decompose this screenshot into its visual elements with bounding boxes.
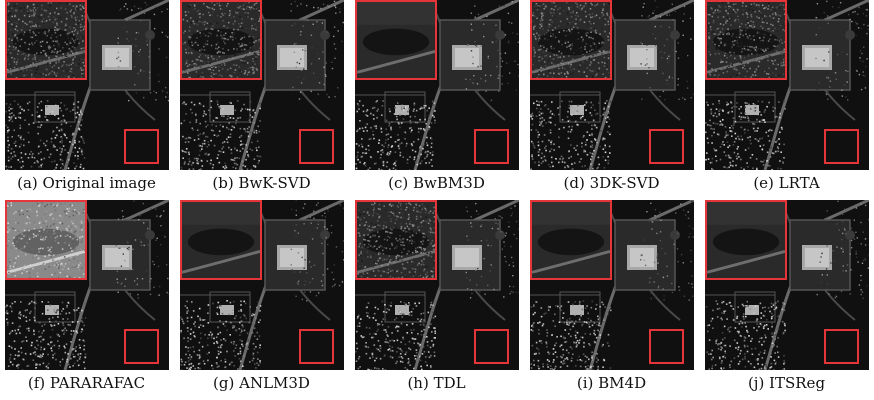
zoom-inset (180, 0, 262, 80)
roi-box (649, 329, 684, 364)
roi-box (299, 329, 334, 364)
denoised-image (355, 200, 519, 370)
figure-panel: (d) 3DK-SVD (525, 0, 698, 192)
aerial-scene (705, 200, 869, 370)
panel-caption: (g) ANLM3D (213, 374, 310, 392)
figure-panel: (j) ITSReg (700, 200, 873, 392)
zoom-inset (355, 0, 437, 80)
zoom-inset (705, 200, 787, 280)
panel-caption: (h) TDL (407, 374, 466, 392)
zoom-inset (705, 0, 787, 80)
zoom-inset-image (357, 2, 435, 78)
figure-panel: (b) BwK-SVD (175, 0, 348, 192)
panel-caption: (f) PARARAFAC (27, 374, 146, 392)
figure-panel: (a) Original image (0, 0, 173, 192)
panel-caption: (j) ITSReg (747, 374, 826, 392)
denoised-image (5, 200, 169, 370)
denoised-image (530, 0, 694, 170)
zoom-inset-image (182, 202, 260, 278)
zoom-inset-image (7, 2, 85, 78)
figure-panel: (i) BM4D (525, 200, 698, 392)
aerial-scene (180, 0, 344, 170)
aerial-scene (705, 0, 869, 170)
aerial-scene (5, 0, 169, 170)
roi-box (824, 129, 859, 164)
figure-panel: (g) ANLM3D (175, 200, 348, 392)
denoised-image (705, 200, 869, 370)
roi-box (649, 129, 684, 164)
zoom-inset-image (182, 2, 260, 78)
zoom-inset-image (707, 2, 785, 78)
zoom-inset (5, 0, 87, 80)
roi-box (124, 329, 159, 364)
aerial-scene (355, 0, 519, 170)
panel-caption: (i) BM4D (576, 374, 647, 392)
zoom-inset-image (7, 202, 85, 278)
zoom-inset (180, 200, 262, 280)
denoised-image (180, 200, 344, 370)
panel-caption: (d) 3DK-SVD (563, 174, 660, 192)
figure-panel: (c) BwBM3D (350, 0, 523, 192)
denoised-image (5, 0, 169, 170)
roi-box (474, 129, 509, 164)
denoised-image (530, 200, 694, 370)
panel-caption: (c) BwBM3D (388, 174, 485, 192)
roi-box (824, 329, 859, 364)
zoom-inset-image (357, 202, 435, 278)
zoom-inset (355, 200, 437, 280)
panel-caption: (a) Original image (17, 174, 156, 192)
denoised-image (180, 0, 344, 170)
roi-box (124, 129, 159, 164)
panel-caption: (b) BwK-SVD (212, 174, 311, 192)
roi-box (474, 329, 509, 364)
zoom-inset-image (532, 2, 610, 78)
roi-box (299, 129, 334, 164)
aerial-scene (180, 200, 344, 370)
figure-panel: (f) PARARAFAC (0, 200, 173, 392)
zoom-inset (530, 200, 612, 280)
zoom-inset (530, 0, 612, 80)
aerial-scene (355, 200, 519, 370)
panel-caption: (e) LRTA (753, 174, 820, 192)
figure-panel: (e) LRTA (700, 0, 873, 192)
zoom-inset-image (707, 202, 785, 278)
zoom-inset (5, 200, 87, 280)
figure-panel: (h) TDL (350, 200, 523, 392)
zoom-inset-image (532, 202, 610, 278)
denoised-image (705, 0, 869, 170)
denoised-image (355, 0, 519, 170)
